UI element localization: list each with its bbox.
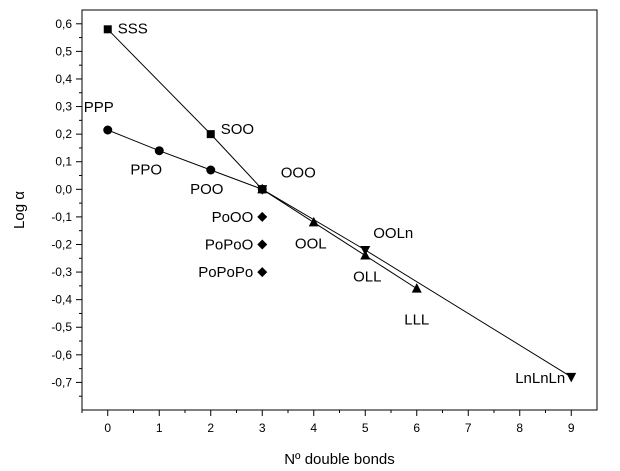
point-label: SOO — [221, 121, 254, 138]
y-axis-title: Log α — [11, 191, 28, 229]
point-label: LnLnLn — [515, 370, 565, 387]
circle-marker — [154, 146, 164, 156]
series-line — [107, 129, 263, 190]
diamond-marker — [257, 211, 268, 222]
series-diamond — [257, 211, 268, 278]
plot-frame — [81, 9, 598, 411]
circle-marker — [206, 165, 216, 175]
series-line — [261, 188, 418, 290]
triangle-down-marker — [566, 372, 577, 383]
point-label: LLL — [404, 312, 429, 329]
point-label: PPP — [84, 99, 114, 116]
x-tick-label: 4 — [310, 421, 317, 435]
point-label: OLL — [353, 269, 381, 286]
x-tick-label: 8 — [516, 421, 523, 435]
x-axis-title: Nº double bonds — [284, 451, 395, 468]
y-tick-label: 0,4 — [55, 72, 72, 86]
point-label: PoPoPo — [198, 264, 253, 281]
y-tick-label: 0,6 — [55, 17, 72, 31]
axes: 0 1 2 3 4 5 6 7 8 9 0,6 0,5 0,4 0,3 0,2 0,1 0,0 -0,1 -0,2 -… — [51, 9, 598, 435]
series-layer — [103, 25, 577, 383]
x-tick-label: 5 — [362, 421, 369, 435]
y-tick-label: -0,2 — [51, 237, 72, 251]
y-tick-label: -0,6 — [51, 348, 72, 362]
square-marker — [103, 25, 112, 34]
point-label: PoOO — [212, 209, 254, 226]
series-line — [261, 188, 572, 378]
x-tick-label: 6 — [413, 421, 420, 435]
y-tick-label: -0,4 — [51, 293, 72, 307]
point-label: OOO — [281, 164, 316, 181]
y-tick-label: 0,5 — [55, 44, 72, 58]
point-label: OOL — [295, 235, 327, 252]
y-tick-label: -0,1 — [51, 210, 72, 224]
point-labels: SSS SOO PPP PPO POO OOO PoOO PoPoO PoPoPo OOL OLL L… — [84, 20, 566, 387]
y-tick-label: -0,3 — [51, 265, 72, 279]
y-tick-label: 0,3 — [55, 100, 72, 114]
point-label: SSS — [118, 20, 148, 37]
y-tick-label: 0,1 — [55, 155, 72, 169]
x-tick-label: 2 — [207, 421, 214, 435]
series-square — [103, 25, 267, 194]
point-label: PPO — [130, 162, 162, 179]
point-label: OOLn — [373, 225, 413, 242]
diamond-marker — [257, 239, 268, 250]
y-tick-label: 0,2 — [55, 127, 72, 141]
x-tick-label: 3 — [259, 421, 266, 435]
circle-marker — [103, 125, 113, 135]
point-label: PoPoO — [205, 236, 253, 253]
y-tick-label: -0,7 — [51, 375, 72, 389]
x-tick-label: 1 — [156, 421, 163, 435]
series-triangle-down — [257, 185, 577, 383]
x-tick-label: 7 — [465, 421, 472, 435]
y-tick-label: 0,0 — [55, 182, 72, 196]
triangle-down-marker — [257, 185, 268, 195]
triangle-down-marker — [360, 246, 371, 256]
x-tick-label: 9 — [568, 421, 575, 435]
y-tick-label: -0,5 — [51, 320, 72, 334]
point-label: POO — [190, 181, 223, 198]
triangle-up-marker — [411, 283, 422, 293]
diamond-marker — [257, 267, 268, 278]
triangle-up-marker — [308, 216, 319, 227]
x-tick-label: 0 — [104, 421, 111, 435]
square-marker — [206, 130, 215, 139]
